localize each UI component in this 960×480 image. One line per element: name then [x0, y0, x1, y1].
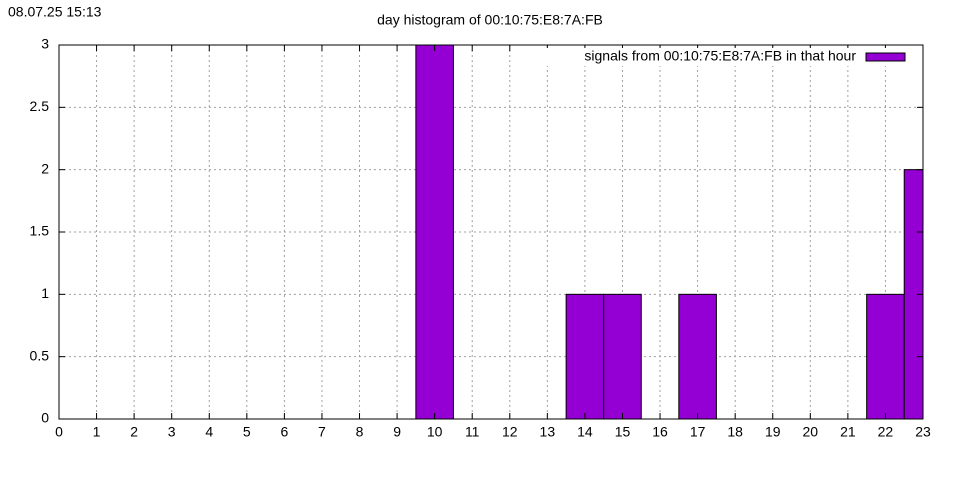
x-tick-label: 15 [615, 424, 631, 440]
x-tick-label: 21 [840, 424, 856, 440]
x-tick-label: 22 [878, 424, 894, 440]
legend-label: signals from 00:10:75:E8:7A:FB in that h… [584, 48, 856, 64]
bar [565, 293, 605, 419]
bars [415, 45, 923, 419]
x-tick-label: 16 [652, 424, 668, 440]
x-tick-label: 11 [465, 424, 480, 440]
x-tick-label: 4 [205, 424, 213, 440]
x-tick-label: 7 [318, 424, 326, 440]
x-tick-label: 5 [243, 424, 251, 440]
x-tick-label: 6 [280, 424, 288, 440]
axes: 00.511.522.530 1 2 3 4 5 6 7 8 9 10 11 12 13 14 15 16 17 1… [30, 36, 931, 440]
x-tick-label: 23 [915, 424, 931, 440]
y-tick-label: 0.5 [30, 347, 50, 363]
grid [58, 44, 924, 420]
y-tick-label: 1.5 [30, 223, 50, 239]
x-tick-label: 0 [55, 424, 63, 440]
bar [415, 45, 454, 419]
legend-swatch [865, 52, 906, 62]
x-tick-label: 3 [168, 424, 176, 440]
x-tick-label: 13 [540, 424, 556, 440]
plot-border [58, 44, 924, 420]
x-tick-label: 14 [577, 424, 593, 440]
y-tick-label: 3 [41, 36, 49, 52]
x-tick-label: 12 [502, 424, 518, 440]
x-tick-label: 20 [803, 424, 819, 440]
y-tick-label: 0 [41, 410, 49, 426]
x-tick-label: 9 [393, 424, 401, 440]
x-tick-label: 19 [765, 424, 781, 440]
x-tick-label: 2 [130, 424, 138, 440]
x-tick-label: 1 [93, 424, 101, 440]
timestamp: 08.07.25 15:13 [8, 4, 102, 20]
y-tick-label: 1 [41, 285, 49, 301]
x-tick-label: 10 [427, 424, 443, 440]
x-tick-label: 17 [690, 424, 706, 440]
x-tick-label: 8 [356, 424, 364, 440]
legend-background [540, 48, 918, 66]
x-tick-label: 18 [727, 424, 743, 440]
chart-title: day histogram of 00:10:75:E8:7A:FB [377, 12, 603, 28]
bar [603, 293, 642, 419]
bar [678, 293, 717, 419]
y-tick-label: 2.5 [30, 98, 50, 114]
y-tick-label: 2 [41, 160, 49, 176]
bar [866, 293, 905, 419]
